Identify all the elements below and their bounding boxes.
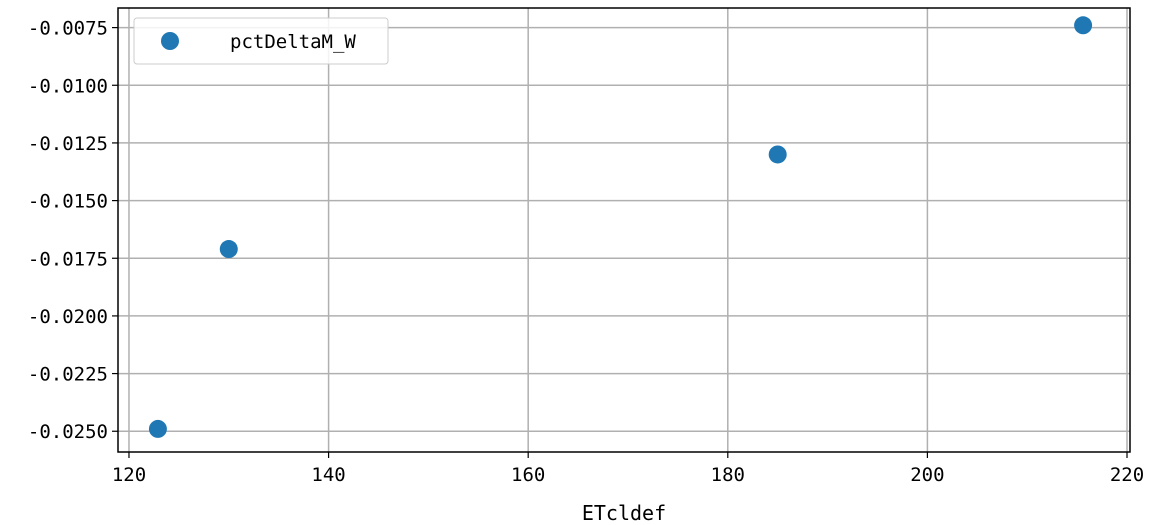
y-tick-label: -0.0100: [28, 75, 108, 97]
data-point: [219, 240, 238, 259]
axes-frame: [117, 7, 1131, 453]
data-point: [148, 419, 167, 438]
legend-label: pctDeltaM_W: [230, 31, 356, 53]
data-point: [768, 145, 787, 164]
axis-ticks: 120 140 160 180 200 220 -0.0075 -0.0100 -0.0125 -…: [28, 18, 1144, 486]
x-tick-label: 200: [910, 464, 944, 486]
data-points: [148, 16, 1093, 438]
y-tick-label: -0.0200: [28, 306, 108, 328]
x-tick-label: 160: [511, 464, 545, 486]
y-tick-label: -0.0150: [28, 191, 108, 213]
data-point: [1074, 16, 1093, 35]
x-axis-label: ETcldef: [582, 501, 666, 525]
legend-marker: [161, 32, 179, 50]
x-tick-label: 120: [112, 464, 146, 486]
y-tick-label: -0.0075: [28, 18, 108, 40]
legend: pctDeltaM_W: [133, 17, 389, 65]
y-tick-label: -0.0225: [28, 364, 108, 386]
y-tick-label: -0.0250: [28, 421, 108, 443]
y-tick-label: -0.0175: [28, 248, 108, 270]
grid-lines: [118, 8, 1130, 452]
legend-box: [133, 17, 389, 65]
x-tick-label: 140: [311, 464, 345, 486]
x-tick-label: 220: [1110, 464, 1144, 486]
y-tick-label: -0.0125: [28, 133, 108, 155]
x-tick-label: 180: [711, 464, 745, 486]
